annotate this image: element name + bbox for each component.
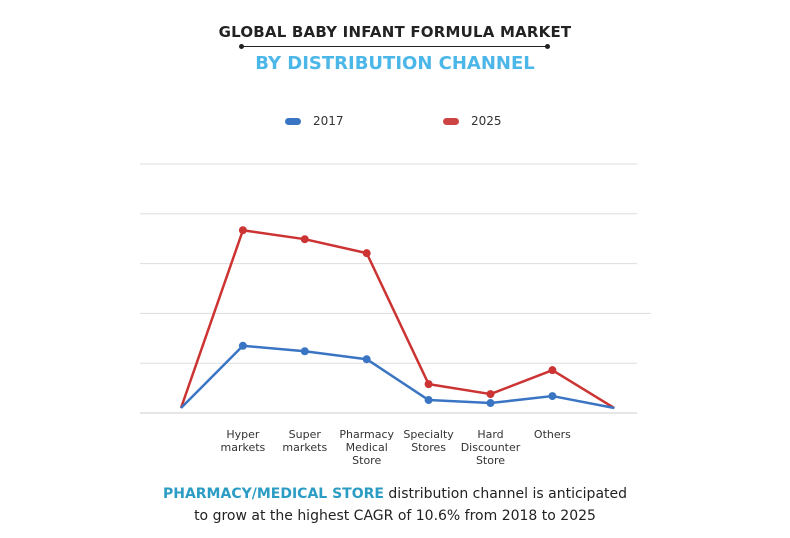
- x-tick-label: Hard: [477, 428, 503, 441]
- x-tick-label: markets: [221, 441, 266, 454]
- data-point-2017: [362, 355, 371, 364]
- data-point-2025: [486, 390, 495, 399]
- x-tick-label: Super: [289, 428, 322, 441]
- data-point-2017: [238, 341, 247, 350]
- x-tick-label: markets: [282, 441, 327, 454]
- x-tick-label: Others: [534, 428, 571, 441]
- data-point-2025: [362, 249, 371, 258]
- chart-title: GLOBAL BABY INFANT FORMULA MARKET: [218, 23, 572, 41]
- data-point-2017: [424, 396, 433, 405]
- footnote-text-1: distribution channel is anticipated: [383, 486, 628, 502]
- title-divider: [241, 46, 547, 47]
- chart-subtitle: BY DISTRIBUTION CHANNEL: [255, 53, 535, 74]
- data-point-2017: [486, 399, 495, 408]
- x-tick-label: Specialty: [403, 428, 454, 441]
- divider-dot-right: [545, 44, 550, 49]
- legend-swatch-2025: [443, 117, 459, 125]
- x-tick-label: Store: [352, 454, 381, 467]
- series-line-2025: [179, 228, 615, 410]
- x-tick-label: Medical: [346, 441, 388, 454]
- legend-item-2025: 2025: [443, 114, 502, 128]
- x-tick-label: Store: [476, 454, 505, 467]
- x-tick-label: Pharmacy: [339, 428, 394, 441]
- data-point-2025: [238, 226, 247, 235]
- divider-dot-left: [239, 44, 244, 49]
- x-tick-label: Hyper: [226, 428, 260, 441]
- data-point-2017: [300, 347, 309, 356]
- series-line-2017: [180, 344, 615, 410]
- x-tick-label: Discounter: [461, 441, 521, 454]
- footnote-highlight: PHARMACY/MEDICAL STORE: [162, 486, 384, 502]
- legend-item-2017: 2017: [285, 114, 344, 128]
- legend-label-2025: 2025: [471, 114, 502, 128]
- data-point-2017: [548, 392, 557, 401]
- x-tick-label: Stores: [411, 441, 446, 454]
- data-point-2025: [424, 380, 433, 389]
- legend-swatch-2017: [285, 117, 301, 125]
- chart-footnote: PHARMACY/MEDICAL STORE distribution chan…: [0, 483, 790, 527]
- data-point-2025: [548, 366, 557, 375]
- data-point-2025: [300, 235, 309, 244]
- footnote-text-2: to grow at the highest CAGR of 10.6% fro…: [194, 508, 596, 524]
- legend-label-2017: 2017: [313, 114, 344, 128]
